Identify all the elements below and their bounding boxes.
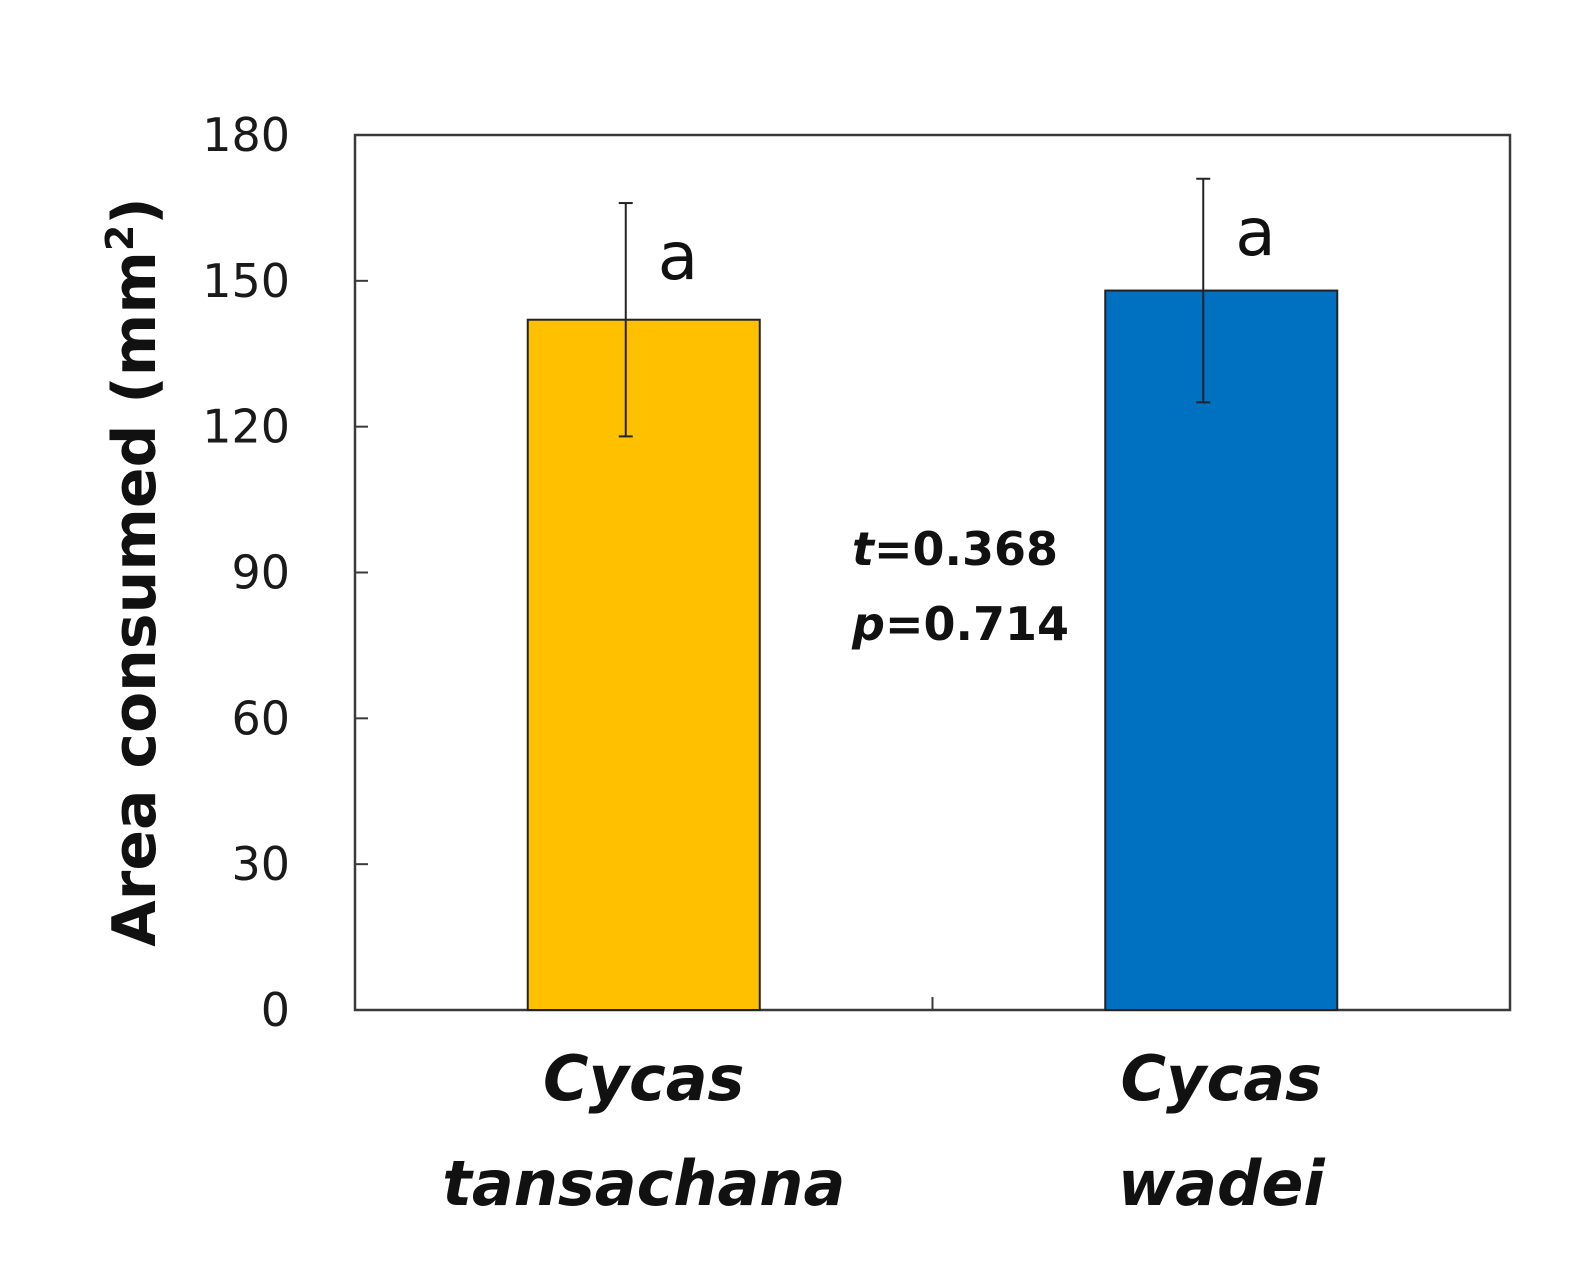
category-label-line2: tansachana (442, 1147, 845, 1220)
y-axis-ticks: 0 30 60 90 120 150 180 (202, 108, 368, 1037)
y-tick-label: 150 (202, 254, 290, 308)
x-axis-categories: Cycas tansachana Cycas wadei (442, 1042, 1325, 1220)
category-label-line1: Cycas (1121, 1042, 1322, 1115)
bar-tansachana (526, 318, 761, 1011)
error-bars-group (618, 177, 1211, 438)
y-tick-label: 60 (231, 691, 290, 745)
y-tick-label: 180 (202, 108, 290, 162)
y-tick-label: 30 (231, 837, 290, 891)
y-axis-label: Area consumed (mm2) (98, 197, 170, 946)
significance-letter: a (658, 218, 698, 295)
y-tick-label: 120 (202, 400, 290, 454)
significance-letter: a (1235, 194, 1275, 271)
t-statistic: t=0.368 (852, 522, 1058, 576)
bars-group (526, 289, 1339, 1011)
category-label-line1: Cycas (543, 1042, 744, 1115)
p-value: p=0.714 (851, 597, 1069, 651)
y-tick-label: 90 (231, 546, 290, 600)
category-label-line2: wadei (1118, 1147, 1326, 1220)
y-tick-label: 0 (261, 983, 290, 1037)
bar-wadei (1104, 289, 1339, 1011)
